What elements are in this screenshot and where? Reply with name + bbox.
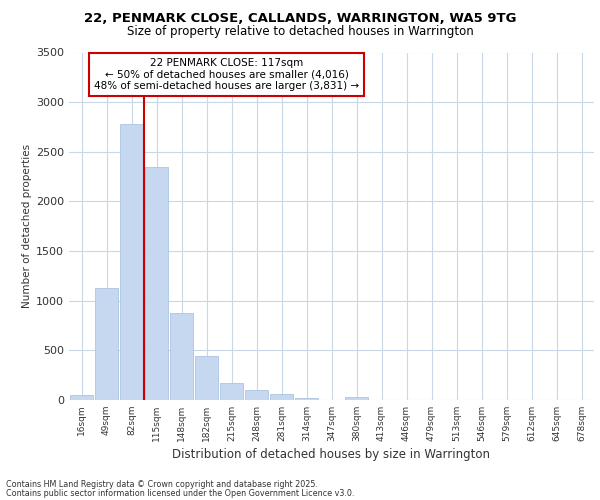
Bar	[70, 395, 93, 400]
Bar	[245, 390, 268, 400]
Bar	[270, 394, 293, 400]
Text: 22, PENMARK CLOSE, CALLANDS, WARRINGTON, WA5 9TG: 22, PENMARK CLOSE, CALLANDS, WARRINGTON,…	[84, 12, 516, 26]
Y-axis label: Number of detached properties: Number of detached properties	[22, 144, 32, 308]
Bar	[95, 288, 118, 400]
Text: Contains HM Land Registry data © Crown copyright and database right 2025.: Contains HM Land Registry data © Crown c…	[6, 480, 318, 489]
Bar	[170, 312, 193, 400]
Bar	[220, 382, 243, 400]
Bar	[145, 166, 168, 400]
Text: 22 PENMARK CLOSE: 117sqm
← 50% of detached houses are smaller (4,016)
48% of sem: 22 PENMARK CLOSE: 117sqm ← 50% of detach…	[94, 58, 359, 91]
Bar	[345, 397, 368, 400]
Text: Size of property relative to detached houses in Warrington: Size of property relative to detached ho…	[127, 25, 473, 38]
Bar	[195, 356, 218, 400]
Bar	[295, 398, 318, 400]
Text: Contains public sector information licensed under the Open Government Licence v3: Contains public sector information licen…	[6, 489, 355, 498]
X-axis label: Distribution of detached houses by size in Warrington: Distribution of detached houses by size …	[173, 448, 491, 461]
Bar	[120, 124, 143, 400]
